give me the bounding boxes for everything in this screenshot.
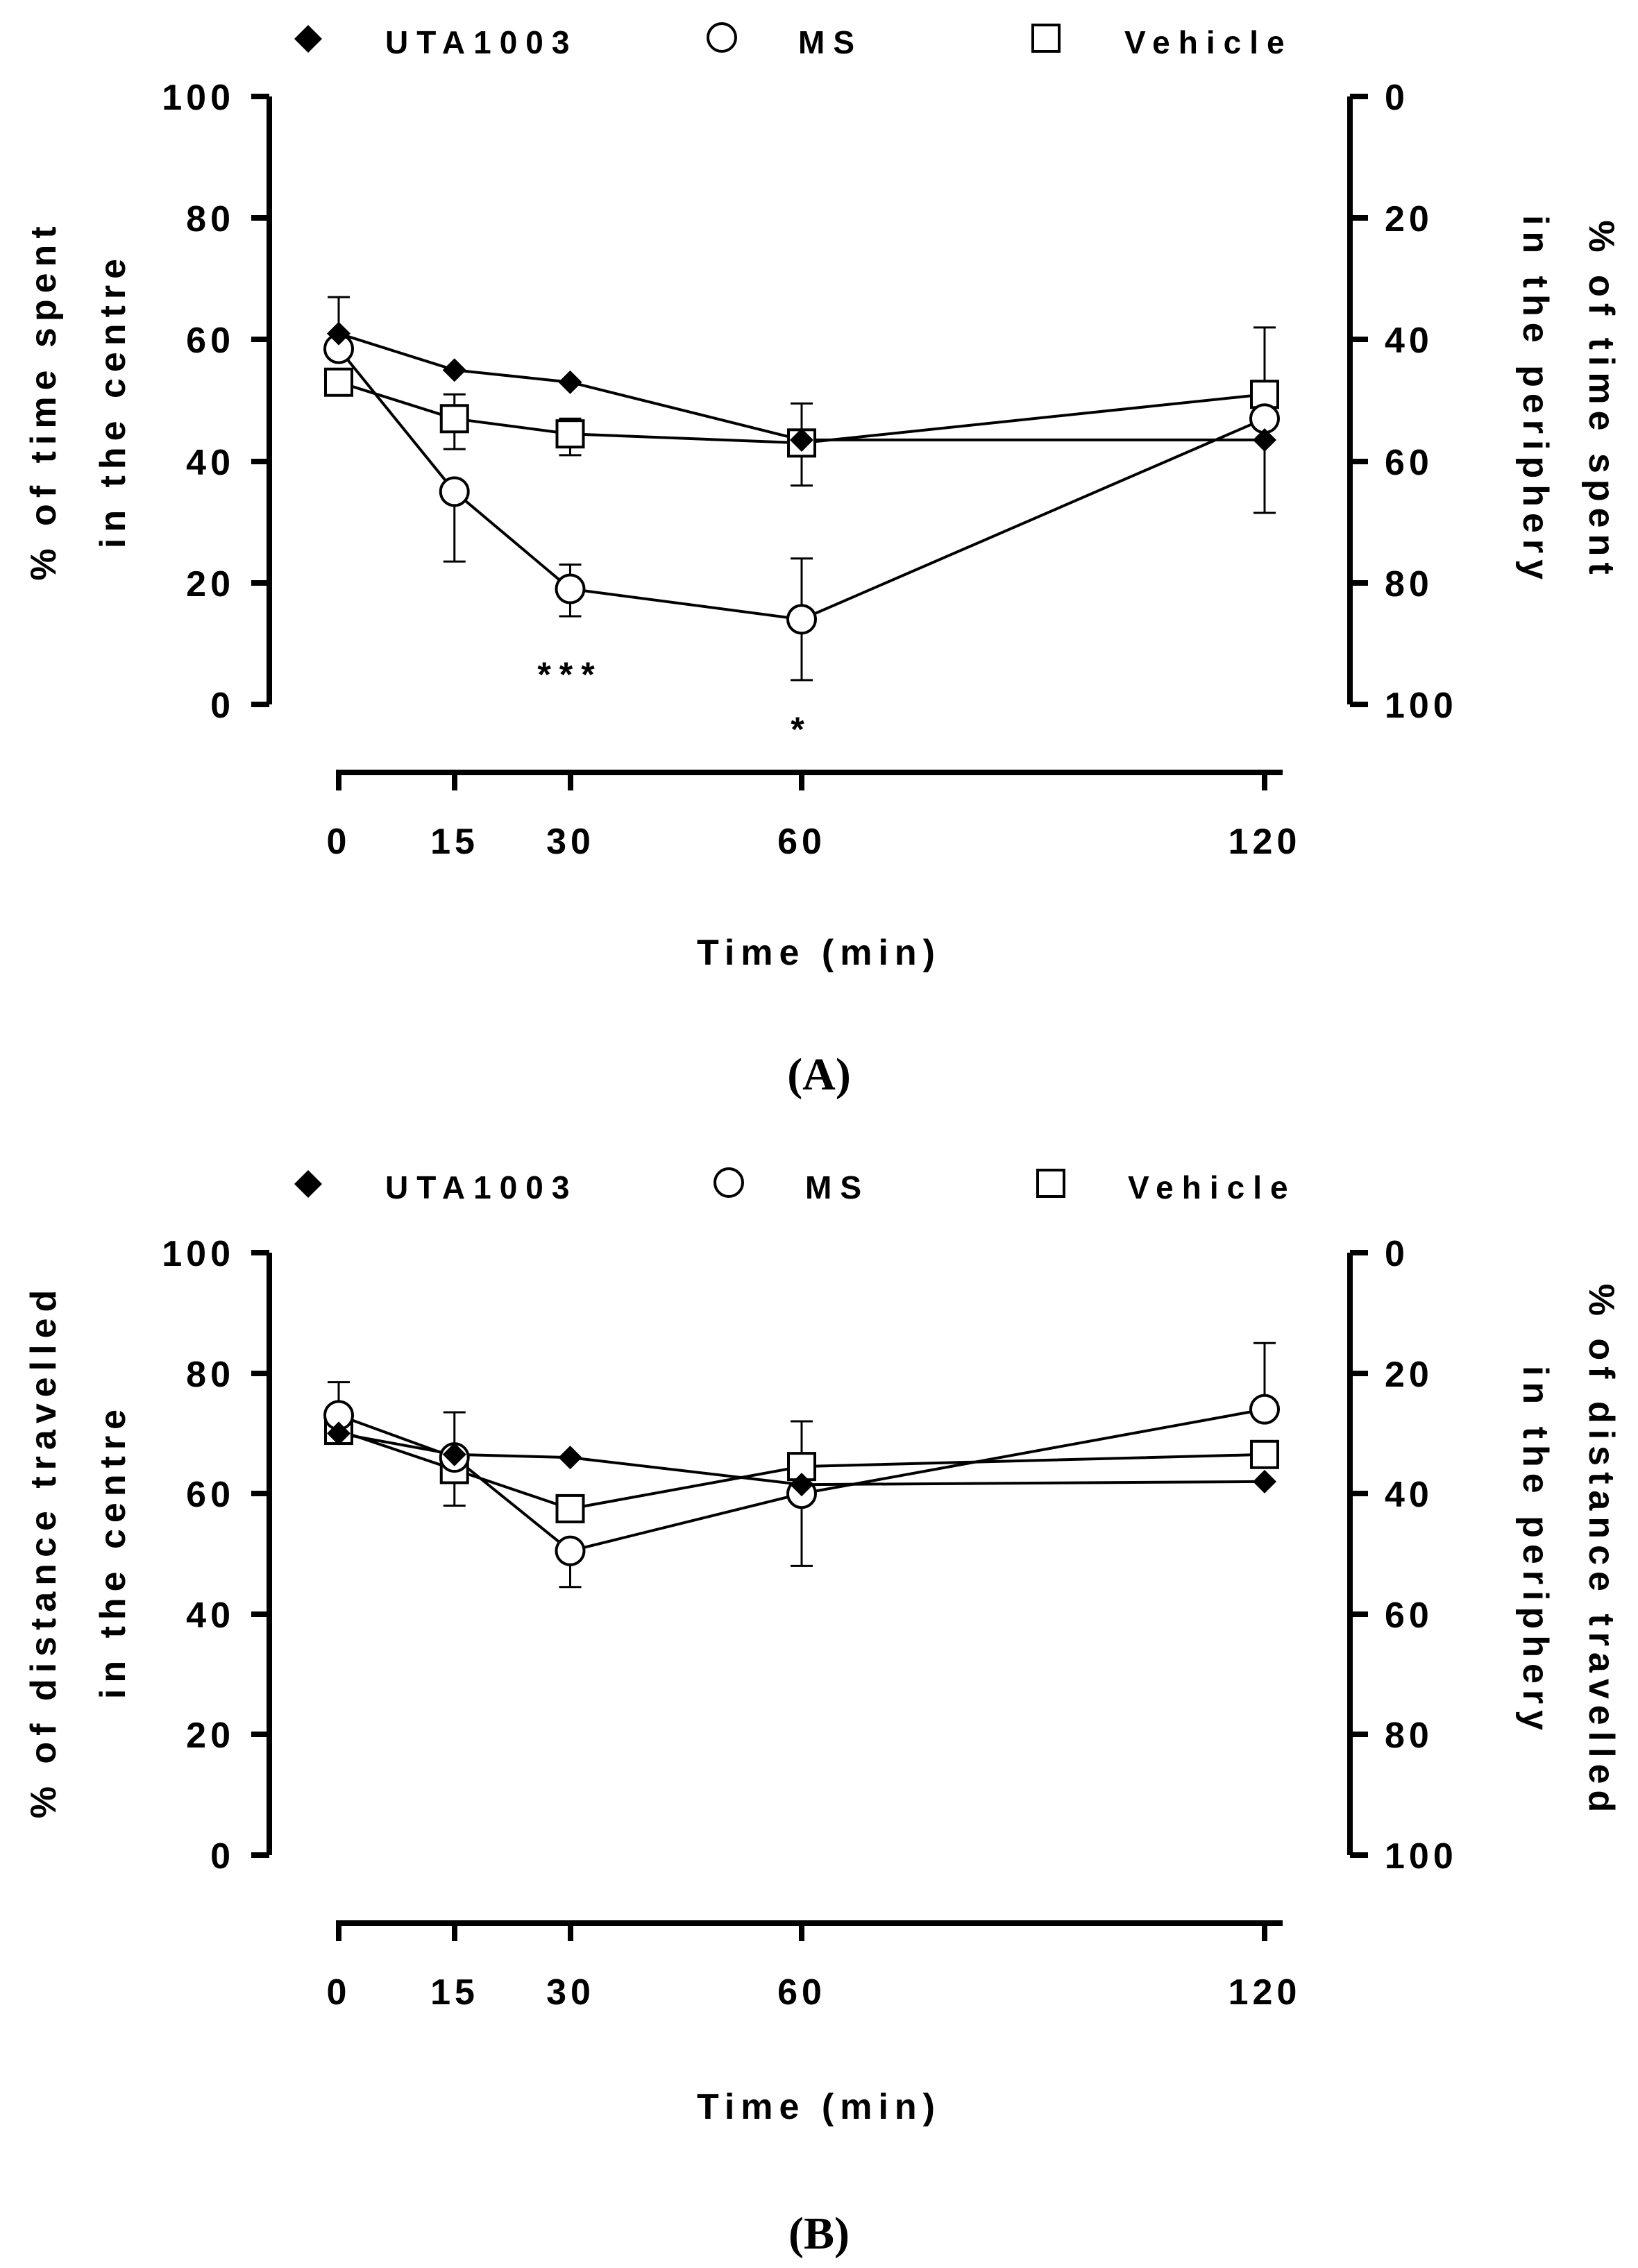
left-tick-label: 20 bbox=[186, 1716, 235, 1756]
data-point-uta1003 bbox=[442, 1442, 466, 1466]
x-axis: 0 15 30 60 120 Time (min) bbox=[327, 1920, 1301, 2127]
legend-label-ms: MS bbox=[798, 24, 863, 60]
data-point-uta1003 bbox=[327, 321, 351, 346]
left-axis-title-line2: in the centre bbox=[93, 1403, 133, 1699]
data-point-vehicle bbox=[555, 419, 585, 449]
right-tick-label: 100 bbox=[1385, 686, 1458, 726]
x-axis-title: Time (min) bbox=[697, 933, 941, 973]
left-axis-title-line2: in the centre bbox=[93, 253, 133, 548]
legend-marker-vehicle bbox=[1036, 1169, 1065, 1198]
legend-marker-uta1003 bbox=[294, 25, 322, 53]
right-tick-label: 20 bbox=[1385, 199, 1433, 239]
x-tick-label: 0 bbox=[327, 1972, 351, 2013]
plot-area bbox=[323, 1342, 1280, 1589]
legend-label-vehicle: Vehicle bbox=[1124, 24, 1293, 60]
left-tick-label: 60 bbox=[186, 321, 235, 361]
significance-marker: * bbox=[791, 710, 812, 749]
left-tick-label: 40 bbox=[186, 1596, 235, 1636]
right-tick-label: 40 bbox=[1385, 321, 1433, 361]
right-tick-label: 80 bbox=[1385, 1716, 1433, 1756]
left-axis-title-line1: % of distance travelled bbox=[24, 1284, 64, 1819]
data-point-ms bbox=[555, 573, 586, 604]
panel-b: UTA1003 MS Vehicle 0 20 40 60 80 100 % o… bbox=[24, 1167, 1621, 2259]
legend-marker-uta1003 bbox=[294, 1170, 322, 1198]
data-point-vehicle bbox=[439, 404, 469, 434]
right-tick-label: 60 bbox=[1385, 1596, 1433, 1636]
plot-area: **** bbox=[323, 296, 1280, 749]
panel-a: UTA1003 MS Vehicle 0 20 40 60 80 100 % o… bbox=[24, 22, 1621, 1100]
left-y-axis: 0 20 40 60 80 100 % of distance travelle… bbox=[24, 1234, 272, 1877]
panel-label: (B) bbox=[788, 2208, 850, 2259]
left-tick-label: 20 bbox=[186, 564, 235, 604]
left-tick-label: 0 bbox=[210, 686, 235, 726]
data-point-uta1003 bbox=[790, 428, 813, 452]
x-tick-label: 120 bbox=[1228, 1972, 1301, 2013]
data-point-ms bbox=[555, 1535, 586, 1566]
data-point-ms bbox=[1249, 1394, 1280, 1425]
x-tick-label: 0 bbox=[327, 822, 351, 862]
significance-marker: *** bbox=[537, 655, 602, 694]
data-point-uta1003 bbox=[558, 1446, 582, 1470]
legend-label-uta1003: UTA1003 bbox=[385, 24, 577, 60]
left-tick-label: 0 bbox=[210, 1836, 235, 1877]
data-point-uta1003 bbox=[327, 1421, 351, 1446]
data-point-ms bbox=[439, 476, 470, 507]
data-point-uta1003 bbox=[1253, 1469, 1276, 1493]
x-tick-label: 120 bbox=[1228, 822, 1301, 862]
left-tick-label: 80 bbox=[186, 1355, 235, 1395]
left-axis-title-line1: % of time spent bbox=[24, 220, 64, 580]
legend-marker-vehicle bbox=[1031, 24, 1061, 53]
right-axis-title-line1: % of time spent bbox=[1581, 220, 1621, 580]
data-point-ms bbox=[786, 604, 817, 635]
right-tick-label: 0 bbox=[1385, 78, 1409, 118]
data-point-vehicle bbox=[555, 1493, 585, 1523]
left-tick-label: 80 bbox=[186, 199, 235, 239]
x-axis-title: Time (min) bbox=[697, 2087, 941, 2127]
x-tick-label: 60 bbox=[777, 822, 826, 862]
right-y-axis: 100 80 60 40 20 0 % of distance travelle… bbox=[1347, 1234, 1621, 1877]
right-axis-title-line2: in the periphery bbox=[1515, 1366, 1555, 1736]
right-tick-label: 80 bbox=[1385, 564, 1433, 604]
data-point-uta1003 bbox=[558, 370, 582, 394]
data-point-vehicle bbox=[324, 367, 353, 397]
x-tick-label: 30 bbox=[546, 822, 595, 862]
left-tick-label: 100 bbox=[162, 78, 235, 118]
left-tick-label: 40 bbox=[186, 443, 235, 483]
left-y-axis: 0 20 40 60 80 100 % of time spent in the… bbox=[24, 78, 272, 726]
right-tick-label: 60 bbox=[1385, 443, 1433, 483]
right-tick-label: 100 bbox=[1385, 1836, 1458, 1877]
right-tick-label: 20 bbox=[1385, 1355, 1433, 1395]
legend-label-ms: MS bbox=[805, 1169, 870, 1205]
right-axis-title-line2: in the periphery bbox=[1515, 215, 1555, 586]
x-tick-label: 30 bbox=[546, 1972, 595, 2013]
legend: UTA1003 MS Vehicle bbox=[294, 22, 1293, 60]
data-point-vehicle bbox=[1250, 380, 1279, 409]
right-axis-title-line1: % of distance travelled bbox=[1581, 1284, 1621, 1819]
data-point-uta1003 bbox=[1253, 428, 1276, 452]
legend-marker-ms bbox=[707, 22, 737, 53]
left-tick-label: 60 bbox=[186, 1475, 235, 1515]
panel-label: (A) bbox=[787, 1049, 851, 1100]
x-tick-label: 60 bbox=[777, 1972, 826, 2013]
x-tick-label: 15 bbox=[430, 1972, 479, 2013]
right-tick-label: 0 bbox=[1385, 1234, 1409, 1274]
legend: UTA1003 MS Vehicle bbox=[294, 1167, 1297, 1205]
right-tick-label: 40 bbox=[1385, 1475, 1433, 1515]
data-point-uta1003 bbox=[442, 358, 466, 382]
legend-label-vehicle: Vehicle bbox=[1128, 1169, 1297, 1205]
legend-marker-ms bbox=[714, 1167, 744, 1198]
data-point-uta1003 bbox=[790, 1473, 813, 1497]
x-axis: 0 15 30 60 120 Time (min) bbox=[327, 770, 1301, 973]
legend-label-uta1003: UTA1003 bbox=[385, 1169, 577, 1205]
x-tick-label: 15 bbox=[430, 822, 479, 862]
right-y-axis: 100 80 60 40 20 0 % of time spent in the… bbox=[1347, 78, 1621, 726]
left-tick-label: 100 bbox=[162, 1234, 235, 1274]
data-point-vehicle bbox=[1250, 1439, 1279, 1469]
